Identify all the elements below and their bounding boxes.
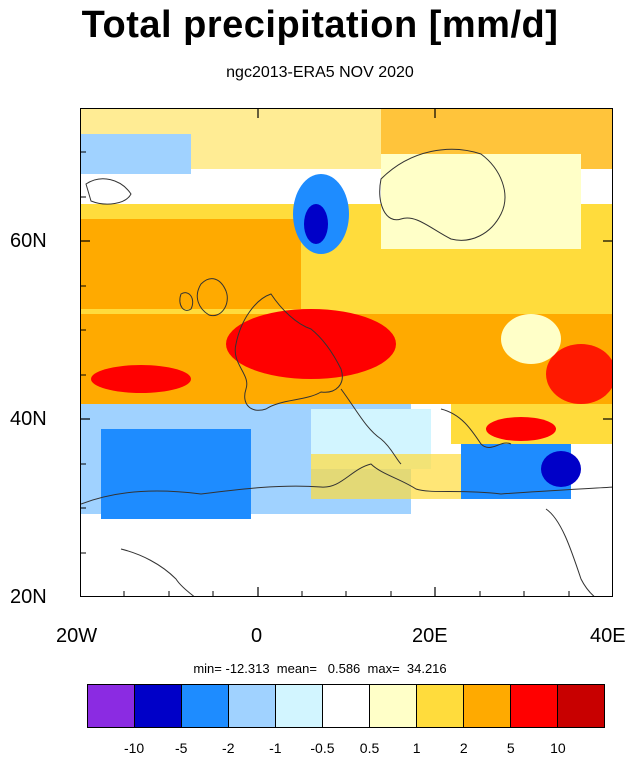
colorbar-segment-4	[276, 685, 323, 727]
colorbar-segment-5	[323, 685, 370, 727]
region-scandinavia	[381, 154, 581, 249]
colorbar-segment-6	[370, 685, 417, 727]
colorbar-segment-2	[182, 685, 229, 727]
colorbar-label: -2	[222, 740, 235, 756]
colorbar-segment-1	[135, 685, 182, 727]
lat-label-20n: 20N	[10, 586, 47, 608]
colorbar-label: 0.5	[359, 740, 380, 756]
colorbar-segment-0	[88, 685, 135, 727]
colorbar-label: -10	[123, 740, 145, 756]
colorbar	[87, 684, 605, 728]
region-turkey-red	[486, 417, 556, 441]
colorbar-segment-3	[229, 685, 276, 727]
colorbar-label: -0.5	[310, 740, 335, 756]
precipitation-map	[80, 108, 613, 597]
colorbar-segment-10	[558, 685, 604, 727]
region-france-alps	[226, 309, 396, 379]
lat-label-60n: 60N	[10, 230, 47, 252]
lon-label-20e: 20E	[412, 625, 448, 647]
region-atlantic-red	[91, 365, 191, 393]
colorbar-label: 5	[506, 740, 515, 756]
colorbar-label: 2	[459, 740, 468, 756]
region-east-red	[546, 344, 612, 404]
colorbar-label: 1	[412, 740, 421, 756]
region-russia-pale	[501, 314, 561, 364]
field-statistics: min= -12.313 mean= 0.586 max= 34.216	[193, 661, 447, 676]
colorbar-label: 10	[550, 740, 566, 756]
region-levant	[541, 451, 581, 487]
colorbar-label: -5	[174, 740, 188, 756]
lon-label-40e: 40E	[590, 625, 626, 647]
colorbar-segment-9	[511, 685, 558, 727]
region-africa-coast-blue	[101, 429, 251, 519]
figure-title: Total precipitation [mm/d]	[81, 4, 559, 46]
region-atlantic-orange	[81, 219, 301, 309]
map-svg	[81, 109, 612, 596]
colorbar-segment-7	[417, 685, 464, 727]
lat-label-40n: 40N	[10, 408, 47, 430]
colorbar-label: -1	[269, 740, 282, 756]
colorbar-segment-8	[464, 685, 511, 727]
region-iceland	[81, 134, 191, 174]
lon-label-0: 0	[251, 625, 263, 647]
coastlines	[81, 148, 612, 596]
region-norway-core	[304, 204, 328, 244]
lon-label-20w: 20W	[56, 625, 98, 647]
figure-subtitle: ngc2013-ERA5 NOV 2020	[226, 64, 414, 81]
